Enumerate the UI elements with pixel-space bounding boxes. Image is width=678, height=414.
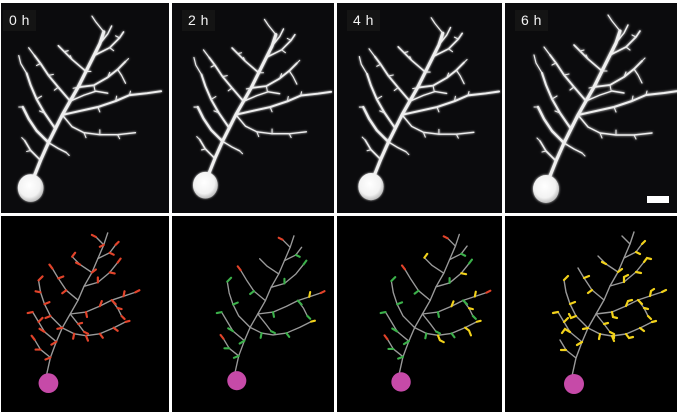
neuron-tracing (551, 231, 668, 395)
tracing-panel-2h (172, 216, 334, 412)
neuron-tracing (215, 235, 326, 391)
tracing-panel-6h (505, 216, 677, 412)
micrograph-panel-6h: 6 h (505, 3, 677, 213)
neuron-micrograph (172, 3, 334, 213)
micrograph-panel-2h: 2 h (172, 3, 334, 213)
micrograph-panel-4h: 4 h (337, 3, 502, 213)
tracing-panel-4h (337, 216, 502, 412)
timepoint-label: 2 h (182, 10, 215, 31)
neuron-micrograph (1, 3, 169, 213)
neuron-tracing (26, 232, 141, 394)
scale-bar (647, 196, 669, 203)
timepoint-label: 0 h (3, 10, 36, 31)
neuron-micrograph (337, 3, 502, 213)
tracing-panel-0h (1, 216, 169, 412)
timepoint-label: 6 h (515, 10, 548, 31)
timepoint-label: 4 h (347, 10, 380, 31)
micrograph-panel-0h: 0 h (1, 3, 169, 213)
neuron-tracing (379, 233, 492, 393)
neuron-micrograph (505, 3, 677, 213)
